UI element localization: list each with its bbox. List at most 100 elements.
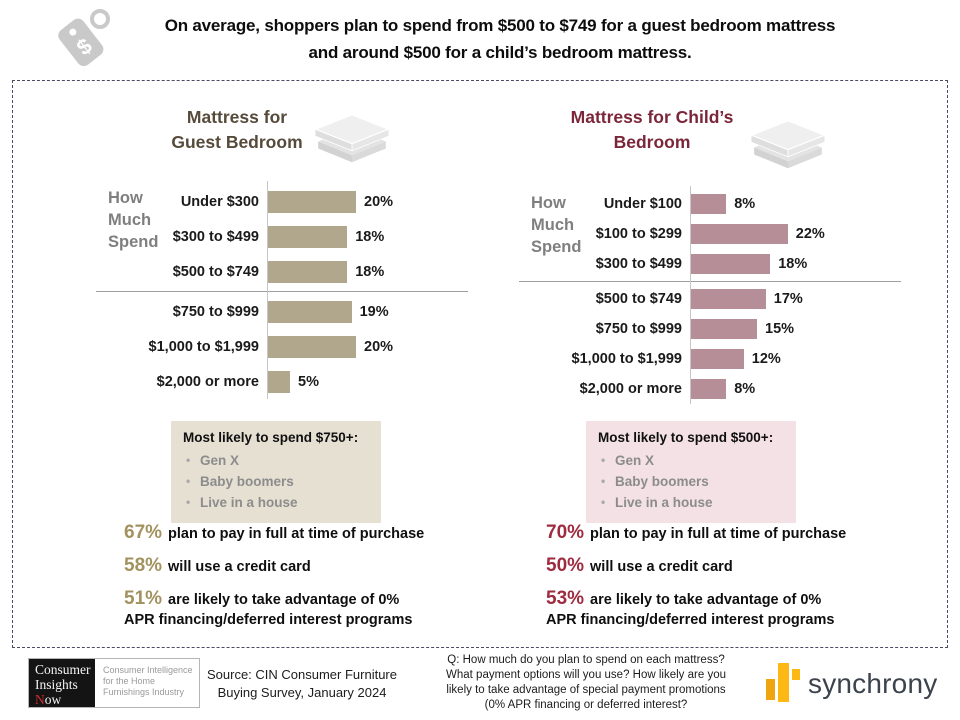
bar [268,225,348,248]
bullet-icon: • [601,453,606,467]
child-chart-title-line2: Bedroom [613,132,691,152]
bar-cell: 18% [268,260,468,283]
source-line: Source: CIN Consumer Furniture [206,667,397,682]
value-label: 22% [795,226,825,242]
cin-logo-mark: Consumer Insights Now [29,659,95,707]
category-label: Under $100 [603,196,682,212]
chart-row: Under $300 20% [96,184,468,219]
stat-text: are likely to take advantage of 0% [590,592,822,608]
category-label: Under $300 [180,193,259,210]
chart-row: $300 to $499 18% [519,249,901,279]
bullet-icon: • [186,495,191,509]
value-label: 20% [364,193,394,210]
bullet-icon: • [601,495,606,509]
category-label: $300 to $499 [595,256,682,272]
stat-text: plan to pay in full at time of purchase [168,526,425,542]
page-title: On average, shoppers plan to spend from … [110,12,890,66]
value-label: 8% [734,196,756,212]
axis-line [267,181,268,399]
stat-text: plan to pay in full at time of purchase [590,526,847,542]
side-label-line: How [108,189,143,207]
category-label: $750 to $999 [595,321,682,337]
chart-row: $2,000 or more 5% [96,364,468,399]
bullet-icon: • [186,453,191,467]
median-divider-line [96,291,468,292]
bullet-icon: • [601,474,606,488]
value-label: 12% [751,351,781,367]
category-label: $1,000 to $1,999 [571,351,682,367]
consumer-insights-now-logo: Consumer Insights Now Consumer Intellige… [28,658,200,708]
stat: 58% will use a credit card [124,555,484,577]
content-panel: Mattress for Guest Bedroom Mattress for … [12,80,948,648]
guest-bedroom-chart: How Much Spend Under $300 20% $300 to $4… [96,181,468,399]
question-line: (0% APR financing or deferred interest? [484,699,688,711]
value-label: 20% [364,338,394,355]
bar [268,190,356,213]
value-label: 8% [734,381,756,397]
chart-row: $1,000 to $1,999 12% [519,344,901,374]
stat: 67% plan to pay in full at time of purcha… [124,522,484,544]
category-label: $2,000 or more [156,373,259,390]
bar [268,370,290,393]
bar-cell: 20% [268,335,468,358]
chart-row: $500 to $749 17% [519,284,901,314]
bar-cell: 20% [268,190,468,213]
question-line: likely to take advantage of special paym… [446,684,726,696]
bar-cell: 8% [691,379,901,399]
callout-item: • Baby boomers [598,471,788,492]
child-chart-title: Mattress for Child’s Bedroom [552,105,752,155]
stat: 53% are likely to take advantage of 0% AP… [546,588,906,630]
side-label-line: How [531,194,566,212]
category-label: $1,000 to $1,999 [148,338,259,355]
how-much-spend-label: How Much Spend [108,187,158,253]
chart-row: $2,000 or more 8% [519,374,901,404]
stat-text: will use a credit card [168,559,311,575]
mattress-icon [312,113,392,163]
cin-logo-word: Insights [35,677,78,692]
bar-cell: 15% [691,319,901,339]
child-chart-title-line1: Mattress for Child’s [570,107,734,127]
bar [268,300,352,323]
side-label-line: Much [531,216,575,234]
cin-logo-word: Now [35,692,95,707]
stat: 50% will use a credit card [546,555,906,577]
guest-callout-box: Most likely to spend $750+: • Gen X • Baby… [171,421,381,523]
bar [691,289,766,309]
side-label-line: Spend [531,238,582,256]
stat-percentage: 70% [546,522,585,543]
source-line: Buying Survey, January 2024 [217,685,387,700]
cin-logo-word-rest: ow [44,692,62,707]
how-much-spend-label: How Much Spend [531,192,581,258]
question-line: What payment options will you use? How l… [446,669,726,681]
callout-item: • Gen X [183,450,373,471]
bar-cell: 12% [691,349,901,369]
stat-percentage: 50% [546,555,585,576]
value-label: 15% [765,321,795,337]
chart-row: Under $100 8% [519,189,901,219]
stat-percentage: 51% [124,588,163,609]
chart-row: $750 to $999 19% [96,294,468,329]
value-label: 18% [778,256,808,272]
synchrony-logo-mark [766,663,800,702]
stat-text: are likely to take advantage of 0% [168,592,400,608]
bar [268,260,348,283]
chart-row: $100 to $299 22% [519,219,901,249]
bar-cell: 18% [268,225,468,248]
cin-logo-word: Consumer [35,662,91,677]
survey-question-note: Q: How much do you plan to spend on each… [412,653,760,713]
stat-text-line2: APR financing/deferred interest programs [124,612,413,628]
callout-item-label: Gen X [615,453,655,468]
stat-percentage: 67% [124,522,163,543]
chart-row: $750 to $999 15% [519,314,901,344]
page-title-line2: and around $500 for a child’s bedroom ma… [308,43,692,62]
median-divider-line [519,281,901,282]
callout-item-label: Baby boomers [200,474,294,489]
stat: 51% are likely to take advantage of 0% AP… [124,588,484,630]
bar [691,319,757,339]
bar-cell: 5% [268,370,468,393]
bullet-icon: • [186,474,191,488]
stat-percentage: 53% [546,588,585,609]
tagline-line: for the Home [103,676,156,686]
callout-title: Most likely to spend $750+: [183,430,359,445]
